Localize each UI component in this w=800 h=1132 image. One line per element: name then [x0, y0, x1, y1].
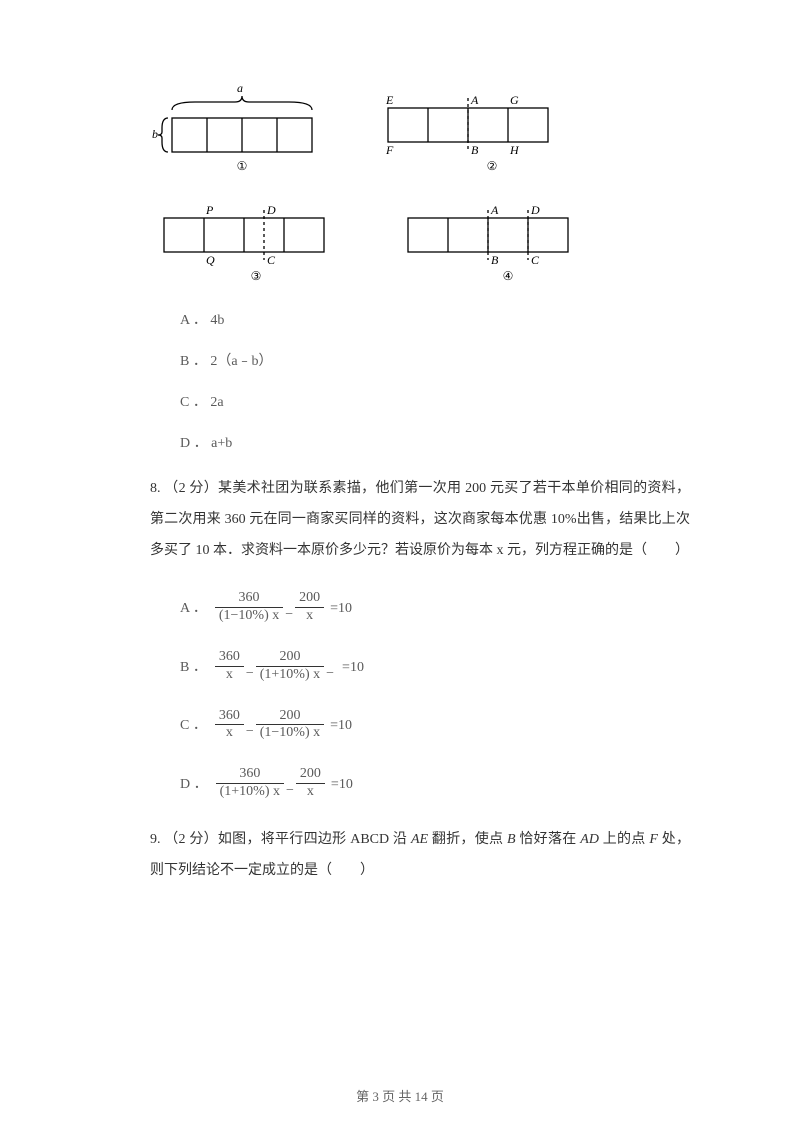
q9-pre: 9. （2 分）如图，将平行四边形 ABCD 沿 — [150, 832, 411, 847]
diagram-row-1: a b ① E A G F B H ② — [150, 80, 690, 172]
diagram-4: A D B C ④ — [394, 200, 584, 282]
q8-c-tail: =10 — [330, 715, 352, 742]
diagram-label-b: b — [152, 127, 158, 141]
minus-icon: − — [244, 663, 256, 684]
lbl-B4: B — [491, 253, 499, 267]
lbl-Q: Q — [206, 253, 215, 267]
q8-a-tail: =10 — [330, 598, 352, 625]
q8-a-frac1: 360(1−10%) x — [215, 590, 283, 625]
minus-icon: − — [244, 721, 256, 742]
q9-B: B — [507, 832, 516, 847]
q8-a-label: A ． — [180, 598, 207, 625]
minus-icon: − — [283, 604, 295, 625]
q8-d-frac1: 360(1+10%) x — [216, 766, 284, 801]
q8-option-a: A ． 360(1−10%) x − 200x =10 — [180, 590, 690, 625]
q8-c-frac1: 360x — [215, 708, 244, 743]
diagram-circle-2: ② — [487, 159, 498, 172]
diagram-figure: a b ① E A G F B H ② — [150, 80, 690, 282]
lbl-G: G — [510, 93, 519, 107]
q8-options: A ． 360(1−10%) x − 200x =10 B ． 360x − 2… — [180, 590, 690, 800]
q8-option-c: C ． 360x − 200(1−10%) x =10 — [180, 708, 690, 743]
q8-c-frac2: 200(1−10%) x — [256, 708, 324, 743]
q9-mid1: 翻折，使点 — [432, 832, 507, 847]
lbl-B2: B — [471, 143, 479, 157]
q8-c-label: C ． — [180, 715, 207, 742]
page: a b ① E A G F B H ② — [0, 0, 800, 1132]
q9-AD: AD — [580, 832, 599, 847]
q9-mid2: 恰好落在 — [519, 832, 580, 847]
diagram-circle-1: ① — [237, 159, 248, 172]
lbl-A4: A — [490, 203, 499, 217]
lbl-D4: D — [530, 203, 540, 217]
q8-b-frac1: 360x — [215, 649, 244, 684]
q9-text: 9. （2 分）如图，将平行四边形 ABCD 沿 AE 翻折，使点 B 恰好落在… — [150, 825, 690, 887]
diagram-row-2: P D Q C ③ A D B C ④ — [150, 200, 690, 282]
lbl-C3: C — [267, 253, 276, 267]
q7-option-d: D ． a+b — [180, 433, 690, 454]
q8-b-tail: =10 — [342, 657, 364, 684]
lbl-F: F — [385, 143, 394, 157]
q8-text: 8. （2 分）某美术社团为联系素描，他们第一次用 200 元买了若干本单价相同… — [150, 474, 690, 566]
lbl-C4: C — [531, 253, 540, 267]
q8-d-label: D ． — [180, 774, 208, 801]
q7-options: A ． 4b B ． 2（a﹣b） C ． 2a D ． a+b — [180, 310, 690, 454]
diagram-2: E A G F B H ② — [374, 80, 564, 172]
minus-icon: − — [324, 663, 336, 684]
q9-F: F — [649, 832, 658, 847]
q8-d-tail: =10 — [331, 774, 353, 801]
page-footer: 第 3 页 共 14 页 — [0, 1087, 800, 1107]
lbl-E: E — [385, 93, 394, 107]
lbl-H: H — [509, 143, 520, 157]
q8-d-frac2: 200x — [296, 766, 325, 801]
diagram-circle-4: ④ — [503, 269, 514, 282]
q7-option-c: C ． 2a — [180, 392, 690, 413]
diagram-circle-3: ③ — [251, 269, 262, 282]
lbl-D3: D — [266, 203, 276, 217]
q9-AE: AE — [411, 832, 428, 847]
q7-option-b: B ． 2（a﹣b） — [180, 351, 690, 372]
q8-option-b: B ． 360x − 200(1+10%) x − =10 — [180, 649, 690, 684]
lbl-P: P — [205, 203, 214, 217]
q8-b-label: B ． — [180, 657, 207, 684]
minus-icon: − — [284, 780, 296, 801]
q9-mid3: 上的点 — [603, 832, 650, 847]
diagram-3: P D Q C ③ — [150, 200, 340, 282]
q7-option-a: A ． 4b — [180, 310, 690, 331]
q8-a-frac2: 200x — [295, 590, 324, 625]
q8-option-d: D ． 360(1+10%) x − 200x =10 — [180, 766, 690, 801]
q8-b-frac2: 200(1+10%) x — [256, 649, 324, 684]
diagram-label-a: a — [237, 81, 243, 95]
diagram-1: a b ① — [150, 80, 320, 172]
lbl-A2: A — [470, 93, 479, 107]
